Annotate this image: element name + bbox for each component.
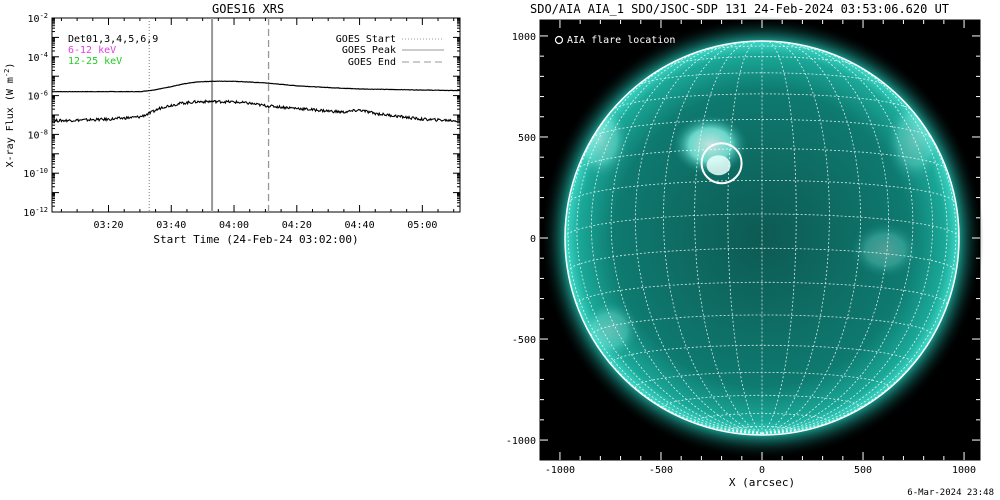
goes-xtick-label: 03:40 bbox=[156, 220, 186, 231]
goes-series-lower bbox=[51, 99, 461, 124]
longitude-line bbox=[761, 40, 830, 434]
goes-xtick-label: 03:20 bbox=[93, 220, 123, 231]
longitude-line bbox=[576, 52, 763, 434]
goes-xtick-label: 04:00 bbox=[219, 220, 249, 231]
goes-ytick-label: 10-12 bbox=[23, 206, 48, 219]
goes-ytick-label: 10-2 bbox=[28, 12, 48, 25]
goes-xtick-label: 04:20 bbox=[282, 220, 312, 231]
flare-legend-label: AIA flare location bbox=[567, 35, 675, 46]
longitude-line bbox=[761, 41, 861, 434]
longitude-line bbox=[663, 41, 763, 434]
longitude-line bbox=[761, 40, 797, 434]
goes-xtick-label: 05:00 bbox=[407, 220, 437, 231]
aia-xlabel: X (arcsec) bbox=[729, 476, 795, 489]
longitude-line bbox=[761, 43, 914, 434]
longitude-line bbox=[694, 40, 763, 434]
goes-title: GOES16 XRS bbox=[212, 2, 285, 16]
flare-legend-marker bbox=[554, 35, 564, 45]
render-timestamp: 6-Mar-2024 23:48 bbox=[907, 488, 994, 498]
legend-end-label: GOES End bbox=[348, 57, 396, 68]
aia-xtick-label: 0 bbox=[759, 465, 765, 476]
solar-disk bbox=[565, 41, 959, 435]
longitude-line bbox=[590, 45, 763, 434]
latitude-line bbox=[592, 118, 932, 139]
heliographic-grid bbox=[564, 40, 960, 434]
aia-image-frame bbox=[539, 19, 981, 461]
goes-ytick-label: 10-8 bbox=[28, 128, 48, 141]
longitude-line bbox=[567, 77, 763, 434]
goes-series-upper bbox=[52, 80, 460, 93]
detectors-label: Det01,3,4,5,6,9 bbox=[68, 34, 158, 45]
aia-title: SDO/AIA AIA_1 SDO/JSOC-SDP 131 24-Feb-20… bbox=[530, 2, 950, 16]
aia-ytick-label: -1000 bbox=[506, 436, 536, 447]
aia-ytick-label: 1000 bbox=[512, 32, 536, 43]
legend-peak-label: GOES Peak bbox=[342, 45, 396, 56]
longitude-line bbox=[761, 52, 948, 434]
goes-ytick-label: 10-10 bbox=[23, 167, 48, 180]
latitude-line bbox=[611, 93, 913, 111]
aia-xtick-label: -500 bbox=[649, 465, 673, 476]
goes-xtick-label: 04:40 bbox=[345, 220, 375, 231]
longitude-line bbox=[761, 77, 957, 434]
aia-ytick-label: 500 bbox=[518, 133, 536, 144]
solar-limb bbox=[564, 40, 960, 436]
aia-xtick-label: 1000 bbox=[952, 465, 976, 476]
goes-chart: 10-2 10-4 10-6 10-8 10-10 10-12 03:20 03:40 04:… bbox=[3, 12, 461, 246]
latitude-line bbox=[636, 72, 888, 87]
active-region-ne bbox=[672, 115, 748, 175]
aia-ytick-label: -500 bbox=[512, 335, 536, 346]
longitude-line bbox=[634, 42, 763, 434]
aia-chart: AIA flare location -1000 -500 0 500 1000 100… bbox=[506, 16, 984, 489]
longitude-line bbox=[761, 45, 934, 434]
flare-bright-core bbox=[706, 155, 731, 176]
longitude-line bbox=[761, 42, 890, 434]
goes-ytick-label: 10-6 bbox=[28, 90, 48, 103]
flare-location-marker bbox=[700, 142, 743, 185]
aia-xtick-label: -1000 bbox=[545, 465, 575, 476]
goes-ylabel: X-ray Flux (W m-2) bbox=[3, 63, 16, 168]
active-region-se bbox=[850, 222, 920, 278]
band-high-label: 12-25 keV bbox=[68, 56, 122, 67]
longitude-line bbox=[610, 43, 763, 434]
aia-ytick-label: 0 bbox=[530, 234, 536, 245]
latitude-line bbox=[663, 394, 861, 408]
longitude-line bbox=[727, 40, 763, 434]
aia-xtick-label: 500 bbox=[854, 465, 872, 476]
band-low-label: 6-12 keV bbox=[68, 45, 116, 56]
goes-ytick-label: 10-4 bbox=[28, 51, 48, 64]
latitude-line bbox=[564, 213, 960, 239]
latitude-line bbox=[727, 426, 797, 431]
goes-xlabel: Start Time (24-Feb-24 03:02:00) bbox=[153, 233, 358, 246]
legend-start-label: GOES Start bbox=[336, 34, 396, 45]
